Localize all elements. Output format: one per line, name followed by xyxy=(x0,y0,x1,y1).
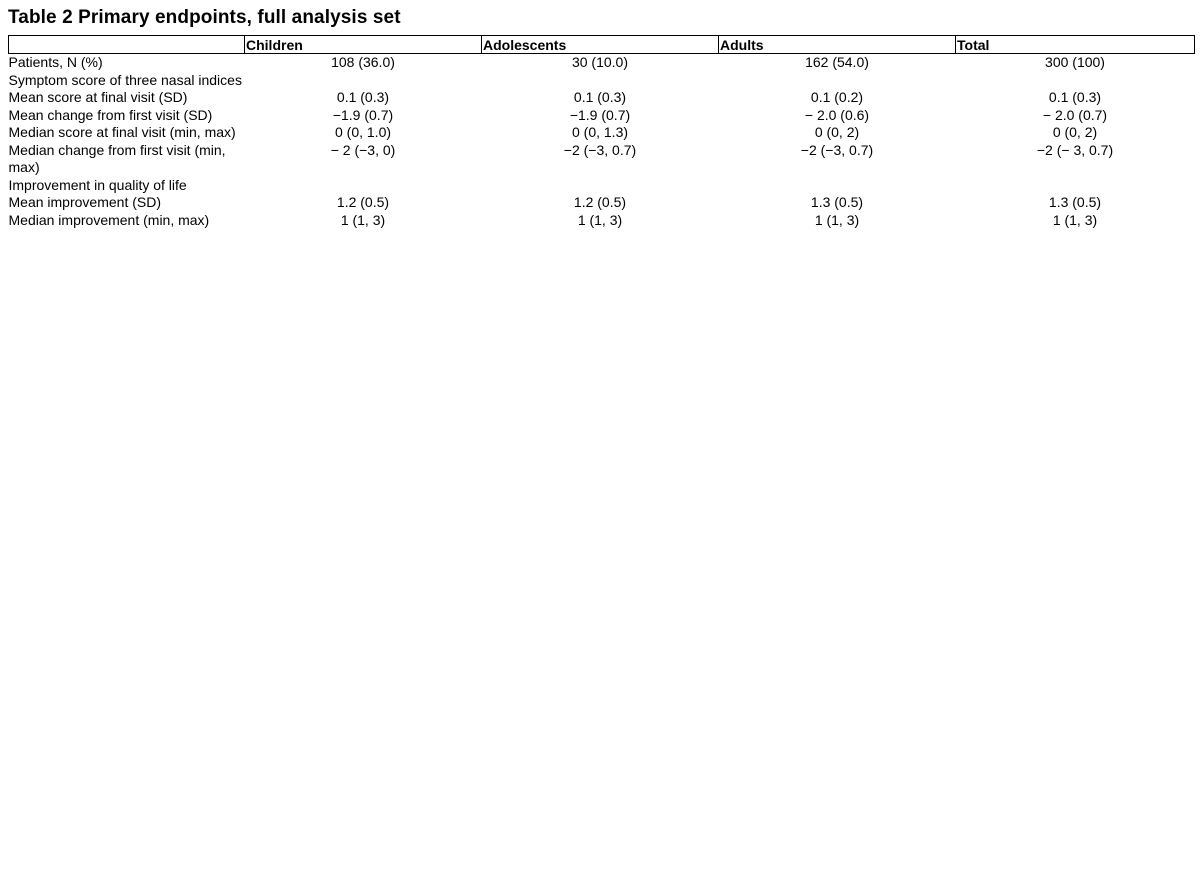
cell-children: −1.9 (0.7) xyxy=(332,106,394,123)
row-label: Median change from first visit (min, max… xyxy=(8,141,226,176)
cell-adolescents: −2 (−3, 0.7) xyxy=(563,141,637,158)
header-cell-total: Total xyxy=(955,35,1195,54)
cell-adults xyxy=(719,177,956,195)
section-label: Improvement in quality of life xyxy=(8,176,187,193)
table-row: Mean improvement (SD) 1.2 (0.5) 1.2 (0.5… xyxy=(9,194,1195,212)
table-row: Mean change from first visit (SD) −1.9 (… xyxy=(9,107,1195,125)
table-row-section: Symptom score of three nasal indices xyxy=(9,72,1195,90)
cell-adults: 1.3 (0.5) xyxy=(810,194,864,210)
cell-children xyxy=(245,177,482,195)
cell-adolescents: 0 (0, 1.3) xyxy=(571,124,629,140)
table-row: Median score at final visit (min, max) 0… xyxy=(9,124,1195,142)
section-label: Symptom score of three nasal indices xyxy=(8,71,242,88)
header-cell-adolescents: Adolescents xyxy=(481,35,719,54)
document: Table 2 Primary endpoints, full analysis… xyxy=(8,6,1195,229)
cell-adolescents xyxy=(482,177,719,195)
table-row: Patients, N (%) 108 (36.0) 30 (10.0) 162… xyxy=(9,54,1195,72)
row-label: Mean score at final visit (SD) xyxy=(8,89,188,105)
cell-adults: −2 (−3, 0.7) xyxy=(800,141,874,158)
cell-adults: − 2.0 (0.6) xyxy=(804,106,870,123)
header-cell-children: Children xyxy=(244,35,482,54)
cell-adolescents: 30 (10.0) xyxy=(571,54,629,70)
cell-total xyxy=(956,72,1195,90)
cell-children: 108 (36.0) xyxy=(331,54,395,70)
header-cell-blank xyxy=(8,35,245,54)
cell-children: − 2 (−3, 0) xyxy=(330,141,396,158)
table-row-section: Improvement in quality of life xyxy=(9,177,1195,195)
cell-total: −2 (− 3, 0.7) xyxy=(1036,141,1114,158)
table-row: Mean score at final visit (SD) 0.1 (0.3)… xyxy=(9,89,1195,107)
cell-children: 0.1 (0.3) xyxy=(336,89,390,105)
cell-total: 1 (1, 3) xyxy=(1052,211,1098,228)
row-label: Mean change from first visit (SD) xyxy=(8,106,213,123)
row-label: Mean improvement (SD) xyxy=(8,194,162,210)
cell-total xyxy=(956,177,1195,195)
table-header-row: Children Adolescents Adults Total xyxy=(8,35,1195,54)
cell-total: − 2.0 (0.7) xyxy=(1042,106,1108,123)
endpoints-table: Children Adolescents Adults Total Patien… xyxy=(8,35,1195,229)
cell-adults: 0 (0, 2) xyxy=(814,124,860,140)
table-row: Median improvement (min, max) 1 (1, 3) 1… xyxy=(9,212,1195,230)
header-cell-adults: Adults xyxy=(718,35,956,54)
table-row: Median change from first visit (min, max… xyxy=(9,142,1195,177)
cell-adolescents: 1 (1, 3) xyxy=(577,211,623,228)
cell-total: 300 (100) xyxy=(1045,54,1105,70)
row-label: Median improvement (min, max) xyxy=(8,211,210,228)
cell-total: 0 (0, 2) xyxy=(1052,124,1098,140)
cell-adults xyxy=(719,72,956,90)
cell-total: 0.1 (0.3) xyxy=(1048,89,1102,105)
cell-adults: 162 (54.0) xyxy=(805,54,869,70)
row-label: Median score at final visit (min, max) xyxy=(8,124,236,140)
cell-adults: 0.1 (0.2) xyxy=(810,89,864,105)
table-title: Table 2 Primary endpoints, full analysis… xyxy=(8,7,401,28)
cell-adolescents: 0.1 (0.3) xyxy=(573,89,627,105)
cell-adolescents xyxy=(482,72,719,90)
cell-total: 1.3 (0.5) xyxy=(1048,194,1102,210)
cell-children: 1 (1, 3) xyxy=(340,211,386,228)
cell-adolescents: −1.9 (0.7) xyxy=(569,106,631,123)
row-label: Patients, N (%) xyxy=(8,54,103,70)
cell-adolescents: 1.2 (0.5) xyxy=(573,194,627,210)
cell-adults: 1 (1, 3) xyxy=(814,211,860,228)
cell-children: 0 (0, 1.0) xyxy=(334,124,392,140)
cell-children: 1.2 (0.5) xyxy=(336,194,390,210)
